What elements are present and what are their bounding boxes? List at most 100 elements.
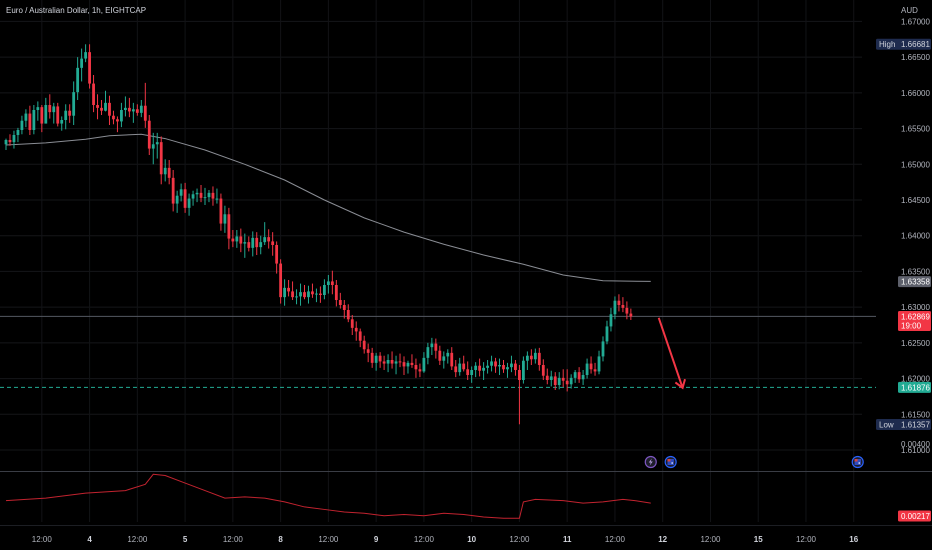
candle	[247, 236, 251, 252]
flag-field	[854, 459, 861, 465]
candle	[100, 100, 103, 115]
currency-label: AUD	[901, 6, 918, 15]
time-tick-label: 10	[467, 535, 476, 544]
candle	[506, 362, 509, 378]
indicator-line	[5, 473, 651, 519]
candle-body	[430, 343, 434, 348]
candle-body	[414, 365, 418, 370]
candle	[267, 229, 271, 249]
candle	[446, 349, 450, 364]
candle	[406, 360, 410, 374]
candle	[621, 297, 625, 313]
flag-star	[858, 462, 861, 464]
candle	[108, 95, 111, 125]
moving-average	[5, 133, 651, 282]
candle-body	[56, 106, 60, 124]
candle-body	[553, 376, 557, 385]
candle	[370, 347, 374, 368]
candle-body	[215, 198, 219, 200]
candle-body	[382, 361, 386, 364]
candle	[116, 116, 119, 133]
time-tick-label: 12:00	[414, 535, 435, 544]
candle	[64, 104, 68, 130]
candle	[430, 337, 434, 355]
candle	[8, 134, 12, 146]
candle	[139, 100, 143, 118]
candle	[219, 193, 223, 231]
candle	[402, 356, 406, 375]
candle-body	[529, 355, 533, 360]
arrow-shaft	[657, 317, 684, 389]
candle	[629, 308, 633, 320]
candle-body	[601, 341, 605, 357]
candle-body	[211, 192, 215, 199]
candle-body	[124, 107, 127, 110]
time-axis: 12:00 4 12:00 5 12:00 8 12:00 9 12:00 10 12:00 11 12…	[32, 535, 859, 544]
candle	[52, 102, 56, 124]
candle	[179, 183, 183, 202]
price-tag-value: 1.61876	[901, 383, 930, 392]
candle	[597, 350, 601, 375]
candle	[330, 270, 334, 295]
candle	[346, 304, 350, 323]
candle-body	[151, 144, 155, 149]
horizontal-lines	[0, 315, 876, 388]
candle-body	[490, 361, 493, 366]
candle-body	[438, 350, 442, 361]
candle-body	[96, 105, 99, 108]
candle	[215, 188, 219, 204]
candle	[195, 188, 199, 203]
candle	[386, 354, 390, 373]
time-tick-label: 15	[754, 535, 763, 544]
candle	[589, 356, 593, 374]
candle-body	[195, 192, 199, 195]
candle-body	[494, 361, 497, 367]
candle-body	[187, 198, 191, 208]
candle	[502, 360, 505, 373]
candle	[390, 351, 394, 369]
candle-body	[597, 356, 601, 372]
candle-body	[279, 263, 283, 298]
candle	[199, 185, 203, 203]
candle-body	[426, 347, 430, 358]
candle	[585, 358, 589, 379]
candle	[350, 315, 354, 335]
candle	[28, 105, 32, 135]
flag-field	[667, 459, 674, 465]
candle	[366, 343, 370, 363]
time-tick-label: 12:00	[318, 535, 339, 544]
candle-body	[533, 352, 537, 360]
candle-body	[223, 214, 227, 224]
candle	[533, 348, 537, 364]
candle-body	[80, 58, 84, 68]
candle-body	[108, 102, 111, 116]
candle-body	[283, 287, 286, 298]
candle	[541, 359, 545, 380]
candle-body	[609, 314, 613, 327]
candle	[450, 347, 454, 370]
candle-body	[346, 310, 350, 320]
candle	[581, 370, 585, 385]
candle	[498, 358, 501, 375]
candle	[470, 366, 474, 383]
candle-body	[112, 115, 115, 120]
candle-body	[506, 367, 509, 370]
candle	[529, 349, 533, 365]
candle	[88, 44, 91, 89]
lightning-glyph	[648, 458, 653, 466]
price-tag: 1.61876	[898, 381, 931, 393]
candle	[112, 110, 115, 125]
candle	[175, 190, 179, 213]
price-tag: 1.63358	[898, 276, 931, 288]
candle-body	[76, 67, 80, 93]
price-tag-value: 1.66681	[901, 40, 930, 49]
indicator-tick-label: 0.00400	[901, 440, 930, 449]
candle	[549, 370, 553, 387]
candle	[514, 360, 517, 376]
candle	[76, 57, 80, 100]
candle-body	[518, 370, 521, 380]
candle-body	[323, 285, 326, 295]
